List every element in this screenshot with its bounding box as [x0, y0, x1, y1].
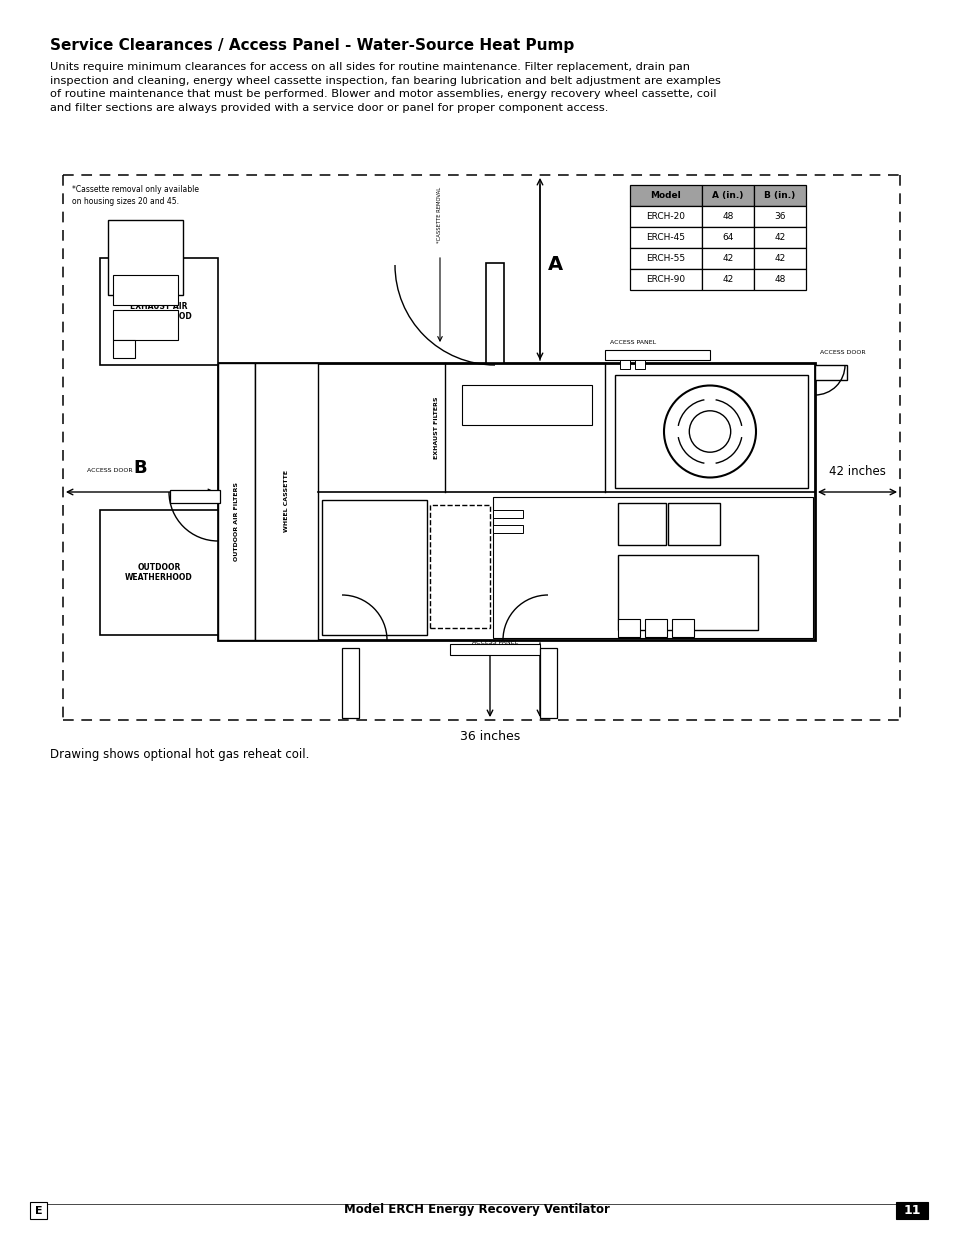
Bar — [667, 503, 720, 545]
Bar — [618, 619, 639, 637]
Text: 36 inches: 36 inches — [459, 730, 519, 743]
Bar — [341, 648, 358, 718]
Bar — [615, 375, 807, 488]
Text: 42: 42 — [774, 233, 785, 242]
Text: HGRH COIL: HGRH COIL — [457, 550, 462, 583]
Text: WHEEL CASSETTE: WHEEL CASSETTE — [284, 471, 289, 532]
Text: ERCH-90: ERCH-90 — [646, 275, 685, 284]
Bar — [450, 643, 539, 655]
Bar — [644, 619, 666, 637]
Bar — [619, 359, 629, 369]
Bar — [629, 227, 701, 248]
Text: ERCH-55: ERCH-55 — [646, 254, 685, 263]
Bar — [493, 510, 522, 517]
Bar — [629, 206, 701, 227]
Bar — [461, 385, 592, 425]
Bar — [701, 227, 753, 248]
Text: 42: 42 — [721, 275, 733, 284]
Text: ACCESS PANEL: ACCESS PANEL — [472, 641, 517, 646]
Text: B (in.): B (in.) — [763, 191, 795, 200]
Bar — [701, 206, 753, 227]
Text: ACCESS DOOR: ACCESS DOOR — [347, 666, 352, 704]
Bar — [430, 505, 490, 629]
Text: Units require minimum clearances for access on all sides for routine maintenance: Units require minimum clearances for acc… — [50, 62, 720, 112]
Text: ACCESS PANEL: ACCESS PANEL — [609, 340, 656, 345]
Bar — [618, 503, 665, 545]
Bar — [701, 185, 753, 206]
Bar — [895, 1202, 927, 1219]
Text: A (in.): A (in.) — [712, 191, 743, 200]
Bar — [604, 350, 709, 359]
Text: EXHAUST FILTERS: EXHAUST FILTERS — [434, 396, 439, 458]
Bar — [629, 269, 701, 290]
Text: ELECTRICAL BOX: ELECTRICAL BOX — [490, 405, 569, 415]
Text: ELECTRICAL BOX: ELECTRICAL BOX — [491, 400, 562, 410]
Text: OUTDOOR AIR FILTERS: OUTDOOR AIR FILTERS — [233, 482, 239, 561]
Text: HEAT PUMP: HEAT PUMP — [684, 377, 735, 387]
Text: A: A — [547, 256, 562, 274]
Text: Drawing shows optional hot gas reheat coil.: Drawing shows optional hot gas reheat co… — [50, 748, 309, 761]
Text: Service Clearances / Access Panel - Water-Source Heat Pump: Service Clearances / Access Panel - Wate… — [50, 38, 574, 53]
Bar — [671, 619, 693, 637]
Bar — [618, 555, 758, 630]
Bar — [112, 340, 135, 358]
Bar — [108, 220, 183, 295]
Text: OUTDOOR
WEATHERHOOD: OUTDOOR WEATHERHOOD — [125, 563, 193, 582]
Text: 48: 48 — [774, 275, 785, 284]
Text: ERCH-45: ERCH-45 — [646, 233, 685, 242]
Bar — [539, 648, 557, 718]
Bar — [629, 248, 701, 269]
Bar — [322, 500, 427, 635]
Text: ACCESS DOOR: ACCESS DOOR — [87, 468, 132, 473]
Bar — [100, 258, 218, 366]
Text: E: E — [34, 1205, 42, 1215]
Text: *CASSETTE REMOVAL: *CASSETTE REMOVAL — [437, 186, 442, 243]
Bar — [753, 248, 805, 269]
Text: EXHAUST AIR
WEATHERHOOD: EXHAUST AIR WEATHERHOOD — [125, 301, 193, 321]
Bar — [112, 310, 178, 340]
Text: 42 inches: 42 inches — [828, 466, 885, 478]
Text: 42: 42 — [721, 254, 733, 263]
Text: ACCESS DOORS: ACCESS DOORS — [492, 294, 497, 336]
Bar — [493, 525, 522, 534]
Bar — [814, 366, 846, 380]
Text: Model: Model — [650, 191, 680, 200]
Bar — [30, 1202, 47, 1219]
Text: 64: 64 — [721, 233, 733, 242]
Bar — [493, 496, 812, 638]
Text: 48: 48 — [721, 212, 733, 221]
Bar — [635, 359, 644, 369]
Bar — [753, 269, 805, 290]
Text: HEATING AND
COOLING COIL: HEATING AND COOLING COIL — [346, 561, 402, 574]
Bar — [254, 363, 317, 640]
Text: ERCH-20: ERCH-20 — [646, 212, 685, 221]
Text: *Cassette removal only available
on housing sizes 20 and 45.: *Cassette removal only available on hous… — [71, 185, 199, 206]
Bar — [485, 263, 503, 363]
Bar — [701, 269, 753, 290]
Bar — [629, 185, 701, 206]
Text: 42: 42 — [774, 254, 785, 263]
Bar — [170, 490, 220, 503]
Bar — [218, 363, 254, 640]
Bar — [112, 275, 178, 305]
Bar — [753, 185, 805, 206]
Bar — [753, 206, 805, 227]
Text: B: B — [133, 459, 147, 477]
Text: 36: 36 — [774, 212, 785, 221]
Bar — [753, 227, 805, 248]
Text: Model ERCH Energy Recovery Ventilator: Model ERCH Energy Recovery Ventilator — [344, 1203, 609, 1216]
Bar — [218, 363, 814, 640]
Bar — [100, 510, 218, 635]
Text: ACCESS DOOR: ACCESS DOOR — [820, 350, 864, 354]
Bar — [701, 248, 753, 269]
Text: 11: 11 — [902, 1204, 920, 1216]
Text: ACCESS DOOR: ACCESS DOOR — [545, 666, 550, 704]
